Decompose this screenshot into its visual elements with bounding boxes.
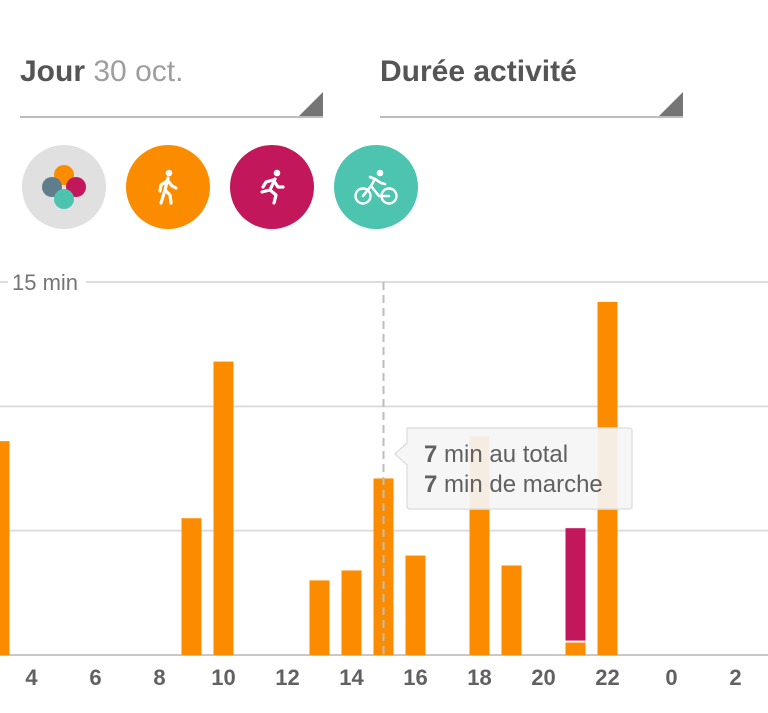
x-tick-label: 0 xyxy=(665,665,677,690)
metric-selector-text: Durée activité xyxy=(380,54,577,90)
walking-icon xyxy=(158,169,178,205)
x-tick-label: 10 xyxy=(211,665,235,690)
bar-walk-21 xyxy=(565,642,586,655)
x-tick-label: 2 xyxy=(729,665,741,690)
bar-walk-9 xyxy=(181,518,202,655)
x-tick-label: 20 xyxy=(531,665,555,690)
cycling-icon xyxy=(354,169,398,205)
filter-walk-button[interactable] xyxy=(126,145,210,229)
day-selector[interactable]: Jour 30 oct. xyxy=(20,50,323,118)
filter-bike-button[interactable] xyxy=(334,145,418,229)
bar-walk-19 xyxy=(501,565,522,655)
tooltip-total-value: 7 xyxy=(424,441,437,468)
tooltip-walk: 7 min de marche xyxy=(424,471,603,498)
x-tick-label: 6 xyxy=(89,665,101,690)
date-value: 30 oct. xyxy=(93,55,184,88)
x-tick-label: 12 xyxy=(275,665,299,690)
dropdown-caret-icon xyxy=(659,92,683,116)
tooltip-total-text: min au total xyxy=(437,441,568,468)
activity-duration-chart: 15 min 4 6 8 10 12 14 16 18 20 22 0 2 7 min au tota… xyxy=(0,270,768,690)
bar-walk-15 xyxy=(373,478,394,655)
y-tick-label: 15 min xyxy=(12,270,78,295)
tooltip-box xyxy=(393,427,633,510)
dropdown-caret-icon xyxy=(299,92,323,116)
chart-bars xyxy=(0,301,618,655)
x-tick-label: 18 xyxy=(467,665,491,690)
x-tick-label: 22 xyxy=(595,665,619,690)
bar-walk-10 xyxy=(213,361,234,655)
bar-walk-14 xyxy=(341,570,362,655)
bar-walk-13 xyxy=(309,580,330,655)
tooltip-walk-text: min de marche xyxy=(437,471,602,498)
tooltip-walk-value: 7 xyxy=(424,471,437,498)
activity-dots-icon xyxy=(42,165,86,209)
x-tick-label: 16 xyxy=(403,665,427,690)
x-axis-ticks: 4 6 8 10 12 14 16 18 20 22 0 2 xyxy=(25,665,741,690)
metric-selector[interactable]: Durée activité xyxy=(380,50,683,118)
x-tick-label: 14 xyxy=(339,665,364,690)
bar-walk-3 xyxy=(0,441,10,655)
x-tick-label: 4 xyxy=(25,665,38,690)
chart-tooltip: 7 min au total 7 min de marche xyxy=(393,427,633,510)
running-icon xyxy=(260,169,285,205)
metric-label: Durée activité xyxy=(380,55,577,88)
day-selector-text: Jour 30 oct. xyxy=(20,54,183,90)
bar-run-21 xyxy=(565,528,586,641)
day-label: Jour xyxy=(20,55,86,88)
filter-run-button[interactable] xyxy=(230,145,314,229)
filter-all-button[interactable] xyxy=(22,145,106,229)
bar-walk-16 xyxy=(405,555,426,655)
tooltip-total: 7 min au total xyxy=(424,441,568,468)
x-tick-label: 8 xyxy=(153,665,165,690)
